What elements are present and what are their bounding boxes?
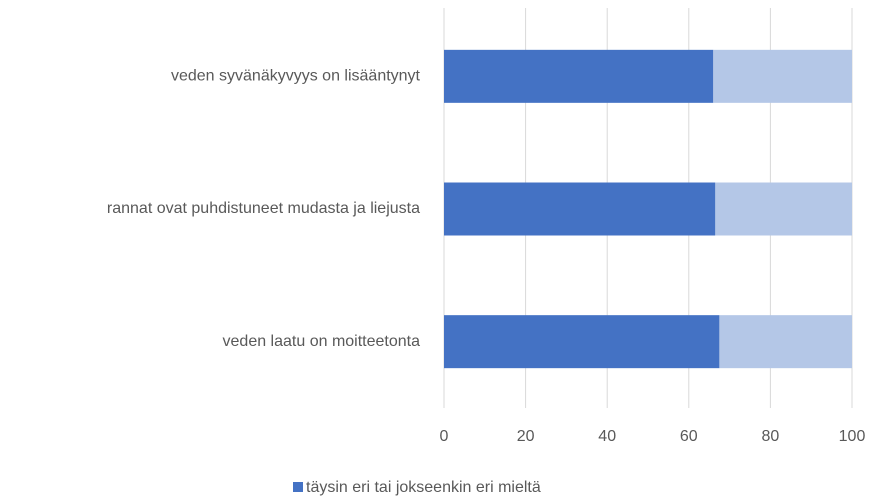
bar-segment: [713, 49, 852, 103]
bar-segment: [444, 49, 714, 103]
x-tick-label: 60: [680, 428, 698, 445]
bar-segment: [719, 315, 852, 369]
y-tick-label: rannat ovat puhdistuneet mudasta ja liej…: [107, 200, 420, 217]
y-tick-label: veden syvänäkyvyys on lisääntynyt: [171, 68, 421, 85]
x-tick-label: 20: [517, 428, 535, 445]
x-tick-label: 40: [598, 428, 616, 445]
x-tick-label: 0: [440, 428, 449, 445]
legend-label: täysin eri tai jokseenkin eri mieltä: [306, 479, 541, 496]
x-tick-label: 100: [839, 428, 866, 445]
x-tick-label: 80: [762, 428, 780, 445]
y-tick-label: veden laatu on moitteetonta: [223, 333, 421, 350]
bar-segment: [715, 182, 852, 236]
legend-swatch: [293, 482, 303, 492]
bar-segment: [444, 315, 720, 369]
bar-segment: [444, 182, 716, 236]
